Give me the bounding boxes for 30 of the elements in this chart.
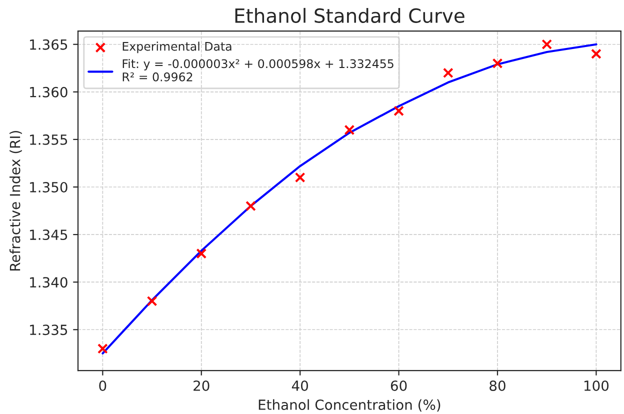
x-axis-title: Ethanol Concentration (%) [258,399,440,412]
point [542,39,552,50]
y-tick-label: 1.345 [30,230,68,240]
point [97,343,108,354]
y-tick-label: 1.365 [30,39,68,50]
legend-label: Fit: y = -0.000003x² + 0.000598x + 1.332455 R² = 0.9962 [122,59,394,82]
y-tick-label: 1.355 [30,134,68,145]
x-tick-label: 40 [292,380,308,392]
x-tick-label: 0 [99,380,106,392]
x-tick-label: 100 [584,380,609,392]
point [246,200,256,212]
point [146,296,158,306]
x-tick-label: 80 [490,380,506,392]
point [442,68,454,78]
y-axis-title: Refractive Index (RI) [10,130,22,270]
point [394,106,404,116]
chart-title: Ethanol Standard Curve [235,8,464,23]
point [294,172,306,183]
legend-label: Experimental Data [122,42,232,54]
y-tick-label: 1.360 [30,86,68,98]
x-tick-label: 20 [194,380,210,392]
y-tick-label: 1.340 [30,277,68,288]
point [590,48,602,60]
point [196,248,207,259]
point [344,124,355,136]
line-series [102,43,598,354]
point [492,58,503,69]
y-tick-label: 1.350 [30,182,68,192]
y-tick-label: 1.335 [30,324,68,336]
x-tick-label: 60 [390,380,407,392]
